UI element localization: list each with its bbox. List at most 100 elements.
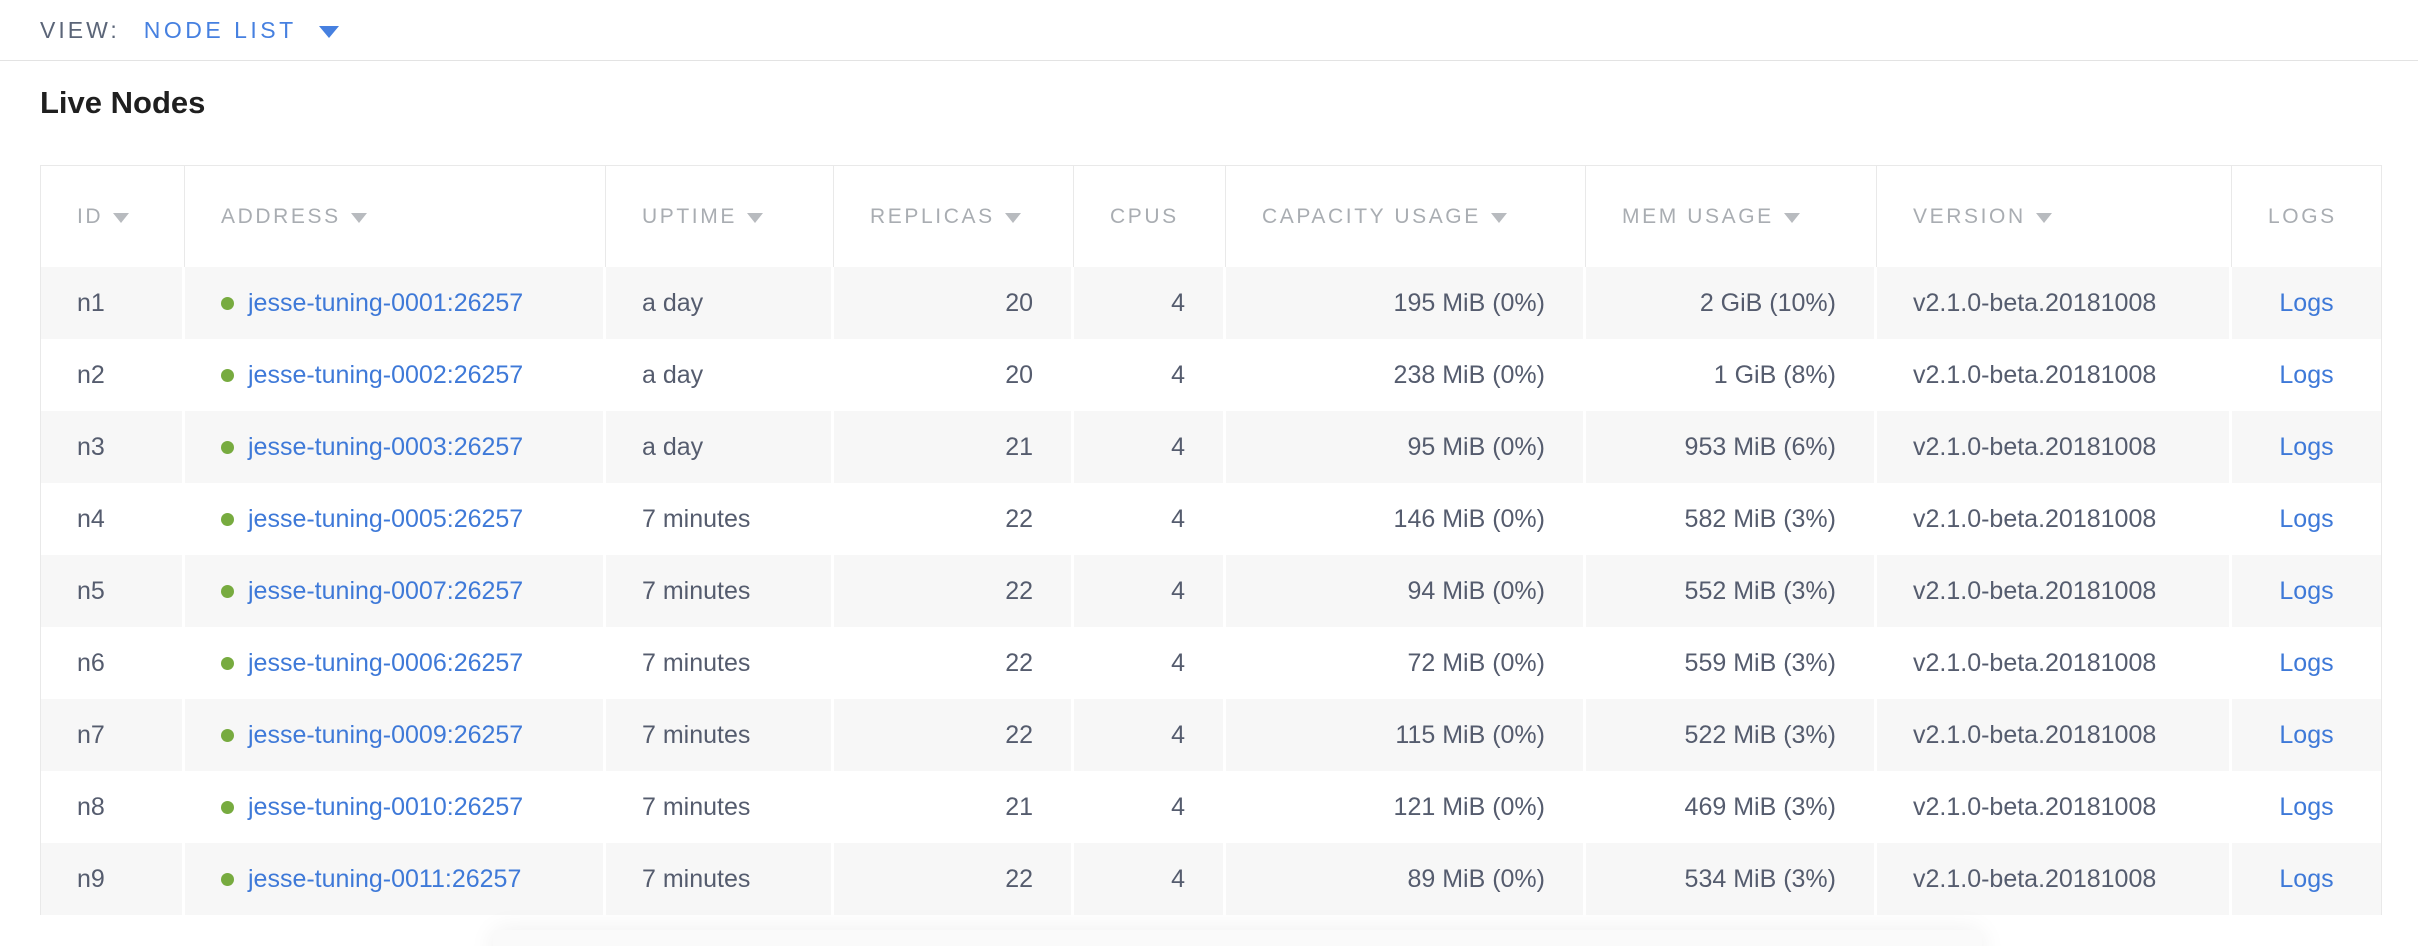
node-address-cell: jesse-tuning-0001:26257 bbox=[185, 267, 606, 339]
column-header-uptime[interactable]: UPTIME bbox=[606, 166, 834, 267]
column-header-id[interactable]: ID bbox=[41, 166, 185, 267]
node-id-cell: n2 bbox=[41, 339, 185, 411]
node-uptime-cell: 7 minutes bbox=[606, 771, 834, 843]
node-uptime-cell: 7 minutes bbox=[606, 843, 834, 915]
live-status-dot-icon bbox=[221, 800, 234, 814]
node-logs-link[interactable]: Logs bbox=[2279, 864, 2334, 893]
node-uptime-cell: 7 minutes bbox=[606, 555, 834, 627]
node-row-n3: n3 jesse-tuning-0003:26257 a day 21 4 95 MiB … bbox=[41, 411, 2381, 483]
node-address-link[interactable]: jesse-tuning-0009:26257 bbox=[248, 720, 524, 749]
node-address-link[interactable]: jesse-tuning-0005:26257 bbox=[248, 504, 524, 533]
live-status-dot-icon bbox=[221, 368, 234, 382]
node-logs-cell: Logs bbox=[2232, 267, 2381, 339]
node-cpus-cell: 4 bbox=[1074, 771, 1226, 843]
node-logs-link[interactable]: Logs bbox=[2279, 504, 2334, 533]
sort-desc-icon bbox=[1004, 212, 1021, 223]
node-mem-cell: 953 MiB (6%) bbox=[1586, 411, 1877, 483]
column-header-label: CAPACITY USAGE bbox=[1262, 204, 1481, 228]
node-replicas-cell: 21 bbox=[834, 771, 1074, 843]
node-id-cell: n1 bbox=[41, 267, 185, 339]
column-header-label: ADDRESS bbox=[221, 204, 341, 228]
live-status-dot-icon bbox=[221, 440, 234, 454]
node-address-link[interactable]: jesse-tuning-0011:26257 bbox=[248, 864, 522, 893]
node-version-cell: v2.1.0-beta.20181008 bbox=[1877, 483, 2232, 555]
column-header-capacity[interactable]: CAPACITY USAGE bbox=[1226, 166, 1586, 267]
node-version-cell: v2.1.0-beta.20181008 bbox=[1877, 627, 2232, 699]
live-nodes-table: ID ADDRESS UPTIME REPLICAS CPUS CAPACITY USAG… bbox=[40, 165, 2382, 915]
view-label: VIEW: bbox=[40, 16, 120, 43]
node-id-cell: n4 bbox=[41, 483, 185, 555]
node-capacity-cell: 95 MiB (0%) bbox=[1226, 411, 1586, 483]
table-header-row: ID ADDRESS UPTIME REPLICAS CPUS CAPACITY USAG… bbox=[41, 166, 2381, 267]
node-logs-link[interactable]: Logs bbox=[2279, 576, 2334, 605]
view-selector-dropdown[interactable]: NODE LIST bbox=[144, 17, 339, 44]
page-title: Live Nodes bbox=[40, 85, 206, 120]
node-address-link[interactable]: jesse-tuning-0010:26257 bbox=[248, 792, 524, 821]
node-version-cell: v2.1.0-beta.20181008 bbox=[1877, 771, 2232, 843]
column-header-label: ID bbox=[77, 204, 104, 228]
node-address-link[interactable]: jesse-tuning-0002:26257 bbox=[248, 360, 524, 389]
node-uptime-cell: a day bbox=[606, 339, 834, 411]
column-header-replicas[interactable]: REPLICAS bbox=[834, 166, 1074, 267]
live-status-dot-icon bbox=[221, 296, 234, 310]
node-replicas-cell: 21 bbox=[834, 411, 1074, 483]
node-capacity-cell: 72 MiB (0%) bbox=[1226, 627, 1586, 699]
view-bar: VIEW: NODE LIST bbox=[0, 0, 2418, 61]
node-logs-link[interactable]: Logs bbox=[2279, 648, 2334, 677]
column-header-label: CPUS bbox=[1110, 204, 1179, 228]
node-address-link[interactable]: jesse-tuning-0003:26257 bbox=[248, 432, 524, 461]
node-capacity-cell: 146 MiB (0%) bbox=[1226, 483, 1586, 555]
next-section-edge bbox=[493, 930, 1982, 946]
node-address-link[interactable]: jesse-tuning-0007:26257 bbox=[248, 576, 524, 605]
node-cpus-cell: 4 bbox=[1074, 339, 1226, 411]
node-logs-link[interactable]: Logs bbox=[2279, 792, 2334, 821]
node-uptime-cell: a day bbox=[606, 267, 834, 339]
column-header-address[interactable]: ADDRESS bbox=[185, 166, 606, 267]
node-id-cell: n7 bbox=[41, 699, 185, 771]
node-logs-cell: Logs bbox=[2232, 483, 2381, 555]
node-replicas-cell: 22 bbox=[834, 843, 1074, 915]
node-mem-cell: 582 MiB (3%) bbox=[1586, 483, 1877, 555]
live-nodes-table-container: ID ADDRESS UPTIME REPLICAS CPUS CAPACITY USAG… bbox=[40, 165, 2382, 915]
node-logs-link[interactable]: Logs bbox=[2279, 288, 2334, 317]
node-replicas-cell: 20 bbox=[834, 339, 1074, 411]
live-status-dot-icon bbox=[221, 656, 234, 670]
sort-desc-icon bbox=[746, 212, 763, 223]
node-id-cell: n3 bbox=[41, 411, 185, 483]
column-header-mem[interactable]: MEM USAGE bbox=[1586, 166, 1877, 267]
node-replicas-cell: 22 bbox=[834, 699, 1074, 771]
node-logs-cell: Logs bbox=[2232, 843, 2381, 915]
node-mem-cell: 559 MiB (3%) bbox=[1586, 627, 1877, 699]
node-logs-link[interactable]: Logs bbox=[2279, 432, 2334, 461]
node-version-cell: v2.1.0-beta.20181008 bbox=[1877, 699, 2232, 771]
node-version-cell: v2.1.0-beta.20181008 bbox=[1877, 339, 2232, 411]
node-capacity-cell: 121 MiB (0%) bbox=[1226, 771, 1586, 843]
column-header-label: MEM USAGE bbox=[1622, 204, 1774, 228]
node-address-cell: jesse-tuning-0010:26257 bbox=[185, 771, 606, 843]
node-row-n8: n8 jesse-tuning-0010:26257 7 minutes 21 4 121… bbox=[41, 771, 2381, 843]
column-header-label: REPLICAS bbox=[870, 204, 995, 228]
node-logs-link[interactable]: Logs bbox=[2279, 720, 2334, 749]
node-mem-cell: 469 MiB (3%) bbox=[1586, 771, 1877, 843]
node-capacity-cell: 89 MiB (0%) bbox=[1226, 843, 1586, 915]
node-cpus-cell: 4 bbox=[1074, 843, 1226, 915]
chevron-down-icon bbox=[318, 25, 339, 38]
node-uptime-cell: 7 minutes bbox=[606, 483, 834, 555]
node-logs-link[interactable]: Logs bbox=[2279, 360, 2334, 389]
column-header-version[interactable]: VERSION bbox=[1877, 166, 2232, 267]
node-address-link[interactable]: jesse-tuning-0006:26257 bbox=[248, 648, 524, 677]
node-capacity-cell: 195 MiB (0%) bbox=[1226, 267, 1586, 339]
node-id-cell: n9 bbox=[41, 843, 185, 915]
node-cpus-cell: 4 bbox=[1074, 411, 1226, 483]
node-address-link[interactable]: jesse-tuning-0001:26257 bbox=[248, 288, 524, 317]
live-status-dot-icon bbox=[221, 872, 234, 886]
node-cpus-cell: 4 bbox=[1074, 483, 1226, 555]
node-capacity-cell: 115 MiB (0%) bbox=[1226, 699, 1586, 771]
sort-desc-icon bbox=[113, 212, 130, 223]
column-header-label: VERSION bbox=[1913, 204, 2026, 228]
nodes-table-body: n1 jesse-tuning-0001:26257 a day 20 4 195 MiB… bbox=[41, 267, 2381, 915]
node-version-cell: v2.1.0-beta.20181008 bbox=[1877, 555, 2232, 627]
node-cpus-cell: 4 bbox=[1074, 267, 1226, 339]
node-version-cell: v2.1.0-beta.20181008 bbox=[1877, 267, 2232, 339]
column-header-label: UPTIME bbox=[642, 204, 737, 228]
